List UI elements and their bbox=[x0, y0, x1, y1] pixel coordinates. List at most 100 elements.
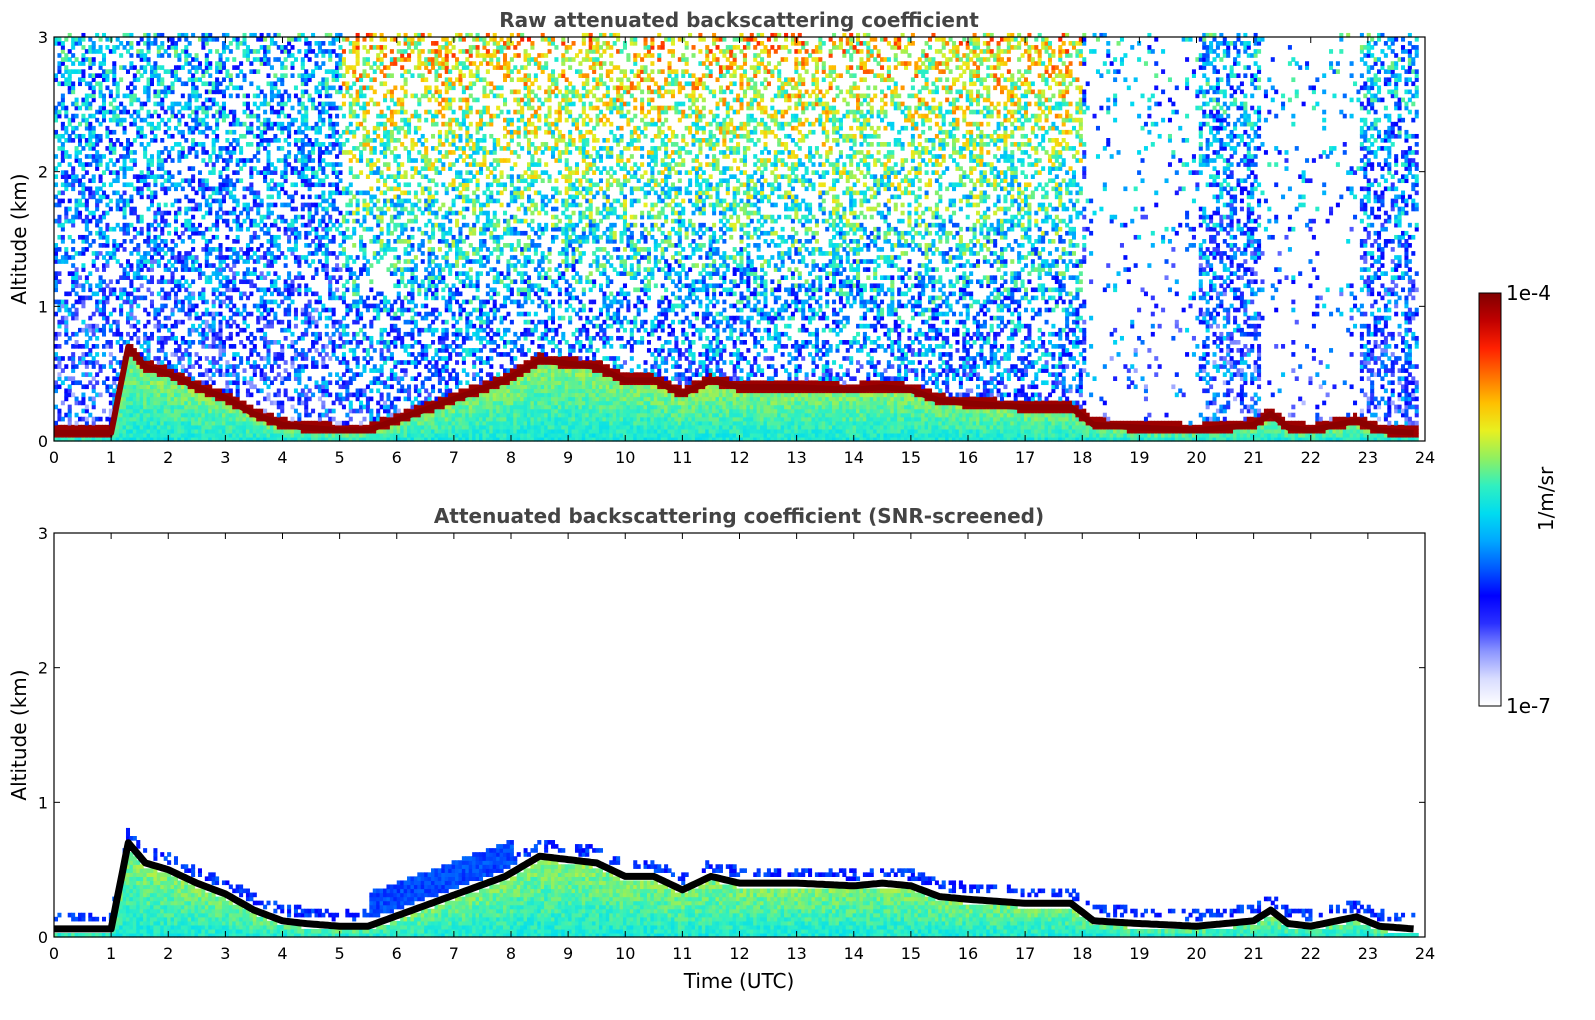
heatmap-cell bbox=[140, 372, 144, 377]
heatmap-cell bbox=[102, 380, 106, 385]
heatmap-cell bbox=[99, 162, 103, 167]
heatmap-cell bbox=[167, 85, 171, 90]
heatmap-cell bbox=[126, 397, 130, 402]
heatmap-cell bbox=[147, 174, 151, 179]
heatmap-cell bbox=[126, 227, 130, 232]
heatmap-cell bbox=[129, 263, 133, 268]
heatmap-cell bbox=[85, 405, 89, 410]
heatmap-cell bbox=[167, 174, 171, 179]
heatmap-cell bbox=[177, 102, 181, 107]
heatmap-cell bbox=[157, 259, 161, 264]
heatmap-cell bbox=[153, 195, 157, 200]
heatmap-cell bbox=[181, 388, 185, 393]
heatmap-cell bbox=[57, 61, 61, 66]
heatmap-cell bbox=[57, 215, 61, 220]
heatmap-cell bbox=[75, 134, 79, 139]
heatmap-cell bbox=[188, 417, 192, 422]
heatmap-cell bbox=[177, 170, 181, 175]
heatmap-cell bbox=[112, 292, 116, 297]
heatmap-cell bbox=[109, 352, 113, 357]
heatmap-cell bbox=[147, 162, 151, 167]
heatmap-cell bbox=[68, 77, 72, 82]
heatmap-cell bbox=[95, 118, 99, 123]
heatmap-cell bbox=[157, 223, 161, 228]
heatmap-cell bbox=[105, 239, 109, 244]
heatmap-cell bbox=[140, 195, 144, 200]
heatmap-cell bbox=[164, 110, 168, 115]
heatmap-cell bbox=[164, 336, 168, 341]
heatmap-cell bbox=[188, 364, 192, 369]
heatmap-cell bbox=[78, 203, 82, 208]
heatmap-cell bbox=[81, 166, 85, 171]
heatmap-cell bbox=[174, 255, 178, 260]
heatmap-cell bbox=[78, 69, 82, 74]
heatmap-cell bbox=[88, 106, 92, 111]
heatmap-cell bbox=[102, 409, 106, 414]
heatmap-cell bbox=[164, 158, 168, 163]
heatmap-cell bbox=[133, 364, 137, 369]
heatmap-cell bbox=[126, 401, 130, 406]
heatmap-cell bbox=[174, 126, 178, 131]
heatmap-cell bbox=[109, 102, 113, 107]
heatmap-cell bbox=[85, 384, 89, 389]
heatmap-cell bbox=[112, 251, 116, 256]
heatmap-cell bbox=[112, 227, 116, 232]
heatmap-cell bbox=[92, 332, 96, 337]
heatmap-cell bbox=[143, 332, 147, 337]
heatmap-cell bbox=[147, 312, 151, 317]
heatmap-cell bbox=[164, 219, 168, 224]
heatmap-cell bbox=[112, 81, 116, 86]
heatmap-cell bbox=[174, 388, 178, 393]
heatmap-cell bbox=[174, 199, 178, 204]
heatmap-cell bbox=[195, 405, 199, 410]
heatmap-cell bbox=[188, 219, 192, 224]
heatmap-cell bbox=[164, 340, 168, 345]
heatmap-cell bbox=[85, 154, 89, 159]
heatmap-cell bbox=[191, 263, 195, 268]
heatmap-cell bbox=[54, 219, 58, 224]
heatmap-cell bbox=[57, 247, 61, 252]
heatmap-cell bbox=[105, 263, 109, 268]
heatmap-cell bbox=[129, 279, 133, 284]
heatmap-cell bbox=[174, 292, 178, 297]
heatmap-cell bbox=[129, 304, 133, 309]
heatmap-cell bbox=[129, 182, 133, 187]
heatmap-cell bbox=[147, 114, 151, 119]
heatmap-cell bbox=[133, 65, 137, 70]
heatmap-cell bbox=[109, 401, 113, 406]
heatmap-cell bbox=[177, 122, 181, 127]
heatmap-cell bbox=[54, 134, 58, 139]
heatmap-cell bbox=[68, 417, 72, 422]
heatmap-cell bbox=[116, 203, 120, 208]
heatmap-cell bbox=[195, 429, 199, 434]
heatmap-cell bbox=[105, 126, 109, 131]
heatmap-cell bbox=[171, 146, 175, 151]
heatmap-cell bbox=[85, 340, 89, 345]
heatmap-cell bbox=[164, 429, 168, 434]
heatmap-cell bbox=[150, 203, 154, 208]
heatmap-cell bbox=[188, 388, 192, 393]
heatmap-cell bbox=[109, 340, 113, 345]
heatmap-cell bbox=[61, 146, 65, 151]
heatmap-cell bbox=[119, 199, 123, 204]
heatmap-cell bbox=[71, 360, 75, 365]
heatmap-cell bbox=[188, 393, 192, 398]
heatmap-cell bbox=[133, 360, 137, 365]
heatmap-cell bbox=[140, 384, 144, 389]
heatmap-cell bbox=[191, 73, 195, 78]
heatmap-cell bbox=[167, 223, 171, 228]
heatmap-cell bbox=[95, 223, 99, 228]
heatmap-cell bbox=[99, 90, 103, 95]
heatmap-cell bbox=[177, 279, 181, 284]
heatmap-cell bbox=[147, 376, 151, 381]
heatmap-cell bbox=[112, 239, 116, 244]
heatmap-cell bbox=[153, 308, 157, 313]
heatmap-cell bbox=[81, 409, 85, 414]
heatmap-cell bbox=[112, 45, 116, 50]
heatmap-cell bbox=[181, 304, 185, 309]
heatmap-cell bbox=[112, 255, 116, 260]
heatmap-cell bbox=[188, 292, 192, 297]
heatmap-cell bbox=[147, 94, 151, 99]
heatmap-cell bbox=[81, 251, 85, 256]
heatmap-cell bbox=[116, 37, 120, 42]
